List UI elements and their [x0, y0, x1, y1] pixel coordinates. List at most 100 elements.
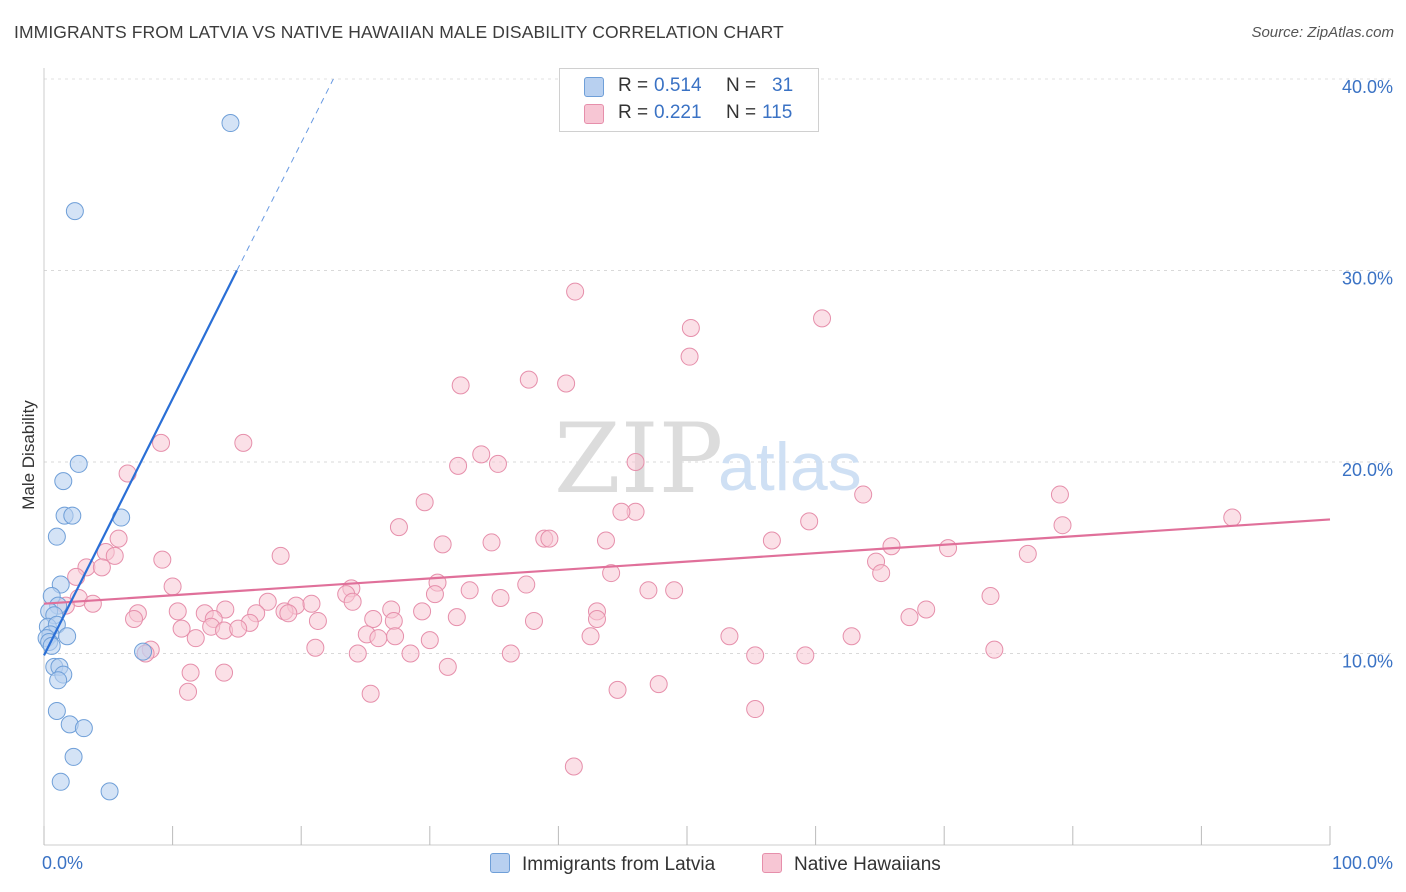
- data-point-native-hawaiians: [524, 611, 543, 630]
- data-point-native-hawaiians: [1223, 508, 1242, 527]
- data-point-native-hawaiians: [900, 608, 919, 627]
- data-point-native-hawaiians: [384, 611, 403, 630]
- bottom-legend-latvia: Immigrants from Latvia: [490, 853, 715, 876]
- y-axis-label: Male Disability: [19, 400, 38, 510]
- data-point-native-hawaiians: [720, 627, 739, 646]
- data-point-native-hawaiians: [680, 347, 699, 366]
- data-point-native-hawaiians: [92, 558, 111, 577]
- data-point-native-hawaiians: [1018, 544, 1037, 563]
- data-point-native-hawaiians: [229, 619, 248, 638]
- trend-line-latvia: [43, 270, 238, 656]
- data-point-native-hawaiians: [488, 454, 507, 473]
- data-point-native-hawaiians: [472, 445, 491, 464]
- data-point-native-hawaiians: [343, 592, 362, 611]
- data-point-native-hawaiians: [401, 644, 420, 663]
- data-point-native-hawaiians: [118, 464, 137, 483]
- legend-r-label: R =: [618, 102, 649, 123]
- data-point-native-hawaiians: [939, 539, 958, 558]
- data-point-native-hawaiians: [665, 581, 684, 600]
- data-point-native-hawaiians: [762, 531, 781, 550]
- data-point-native-hawaiians: [596, 531, 615, 550]
- bottom-legend-swatch-latvia: [490, 853, 510, 873]
- data-point-native-hawaiians: [639, 581, 658, 600]
- data-point-native-hawaiians: [308, 611, 327, 630]
- data-point-native-hawaiians: [800, 512, 819, 531]
- data-point-native-hawaiians: [501, 644, 520, 663]
- data-point-native-hawaiians: [581, 627, 600, 646]
- data-point-native-hawaiians: [361, 684, 380, 703]
- series-native-hawaiians-points: [56, 282, 1242, 776]
- data-point-native-hawaiians: [842, 627, 861, 646]
- legend-n-value: 115: [762, 102, 793, 123]
- data-point-native-hawaiians: [1053, 516, 1072, 535]
- data-point-latvia: [69, 454, 88, 473]
- data-point-native-hawaiians: [389, 518, 408, 537]
- legend-r-value: 0.221: [654, 102, 702, 123]
- data-point-native-hawaiians: [105, 546, 124, 565]
- data-point-native-hawaiians: [306, 638, 325, 657]
- data-point-native-hawaiians: [302, 594, 321, 613]
- data-point-native-hawaiians: [540, 529, 559, 548]
- data-point-latvia: [65, 202, 84, 221]
- legend-r-value: 0.514: [654, 75, 702, 96]
- data-point-native-hawaiians: [981, 587, 1000, 606]
- data-point-native-hawaiians: [796, 646, 815, 665]
- trend-lines: [43, 78, 1331, 656]
- data-point-native-hawaiians: [215, 663, 234, 682]
- data-point-native-hawaiians: [746, 700, 765, 719]
- data-point-latvia: [64, 747, 83, 766]
- data-point-latvia: [100, 782, 119, 801]
- data-point-native-hawaiians: [425, 585, 444, 604]
- data-point-native-hawaiians: [460, 581, 479, 600]
- data-point-latvia: [47, 527, 66, 546]
- data-point-native-hawaiians: [882, 537, 901, 556]
- data-point-native-hawaiians: [602, 564, 621, 583]
- data-point-native-hawaiians: [83, 594, 102, 613]
- data-point-latvia: [49, 671, 68, 690]
- y-tick-labels: 10.0% 20.0% 30.0% 40.0%: [1342, 77, 1393, 672]
- data-point-native-hawaiians: [438, 657, 457, 676]
- data-point-native-hawaiians: [608, 680, 627, 699]
- trend-line-latvia-extension: [236, 78, 334, 271]
- data-point-native-hawaiians: [172, 619, 191, 638]
- axes: [43, 68, 1331, 846]
- data-point-latvia: [51, 772, 70, 791]
- data-point-native-hawaiians: [872, 564, 891, 583]
- data-point-native-hawaiians: [420, 631, 439, 650]
- data-point-native-hawaiians: [917, 600, 936, 619]
- grid-lines: [44, 78, 1392, 654]
- data-point-native-hawaiians: [348, 644, 367, 663]
- data-point-native-hawaiians: [612, 502, 631, 521]
- y-tick-label: 10.0%: [1342, 652, 1393, 672]
- data-point-native-hawaiians: [746, 646, 765, 665]
- data-point-native-hawaiians: [153, 550, 172, 569]
- data-point-native-hawaiians: [626, 453, 645, 471]
- trend-line-native-hawaiians: [43, 518, 1331, 605]
- data-point-latvia: [58, 627, 77, 646]
- legend-n-value: 31: [772, 75, 794, 96]
- data-point-latvia: [134, 642, 153, 661]
- data-point-native-hawaiians: [517, 575, 536, 594]
- data-point-native-hawaiians: [369, 629, 388, 648]
- data-point-native-hawaiians: [649, 675, 668, 694]
- x-tick-labels: 0.0% 100.0%: [42, 853, 1393, 873]
- data-point-native-hawaiians: [364, 610, 383, 629]
- y-tick-label: 20.0%: [1342, 460, 1393, 480]
- data-point-native-hawaiians: [433, 535, 452, 554]
- data-point-native-hawaiians: [447, 608, 466, 627]
- legend-n-label: N =: [726, 75, 757, 96]
- data-point-native-hawaiians: [386, 627, 405, 646]
- data-point-native-hawaiians: [163, 577, 182, 596]
- data-point-native-hawaiians: [179, 682, 198, 701]
- legend-swatch-hawaiians: [584, 104, 604, 124]
- data-point-latvia: [47, 701, 66, 720]
- data-point-native-hawaiians: [168, 602, 187, 621]
- chart-title: IMMIGRANTS FROM LATVIA VS NATIVE HAWAIIA…: [14, 22, 784, 42]
- data-point-native-hawaiians: [564, 757, 583, 776]
- series-latvia-points: [37, 114, 240, 801]
- data-point-native-hawaiians: [449, 456, 468, 475]
- data-point-native-hawaiians: [415, 493, 434, 512]
- data-point-native-hawaiians: [234, 433, 253, 452]
- watermark: ZIP atlas: [554, 403, 862, 515]
